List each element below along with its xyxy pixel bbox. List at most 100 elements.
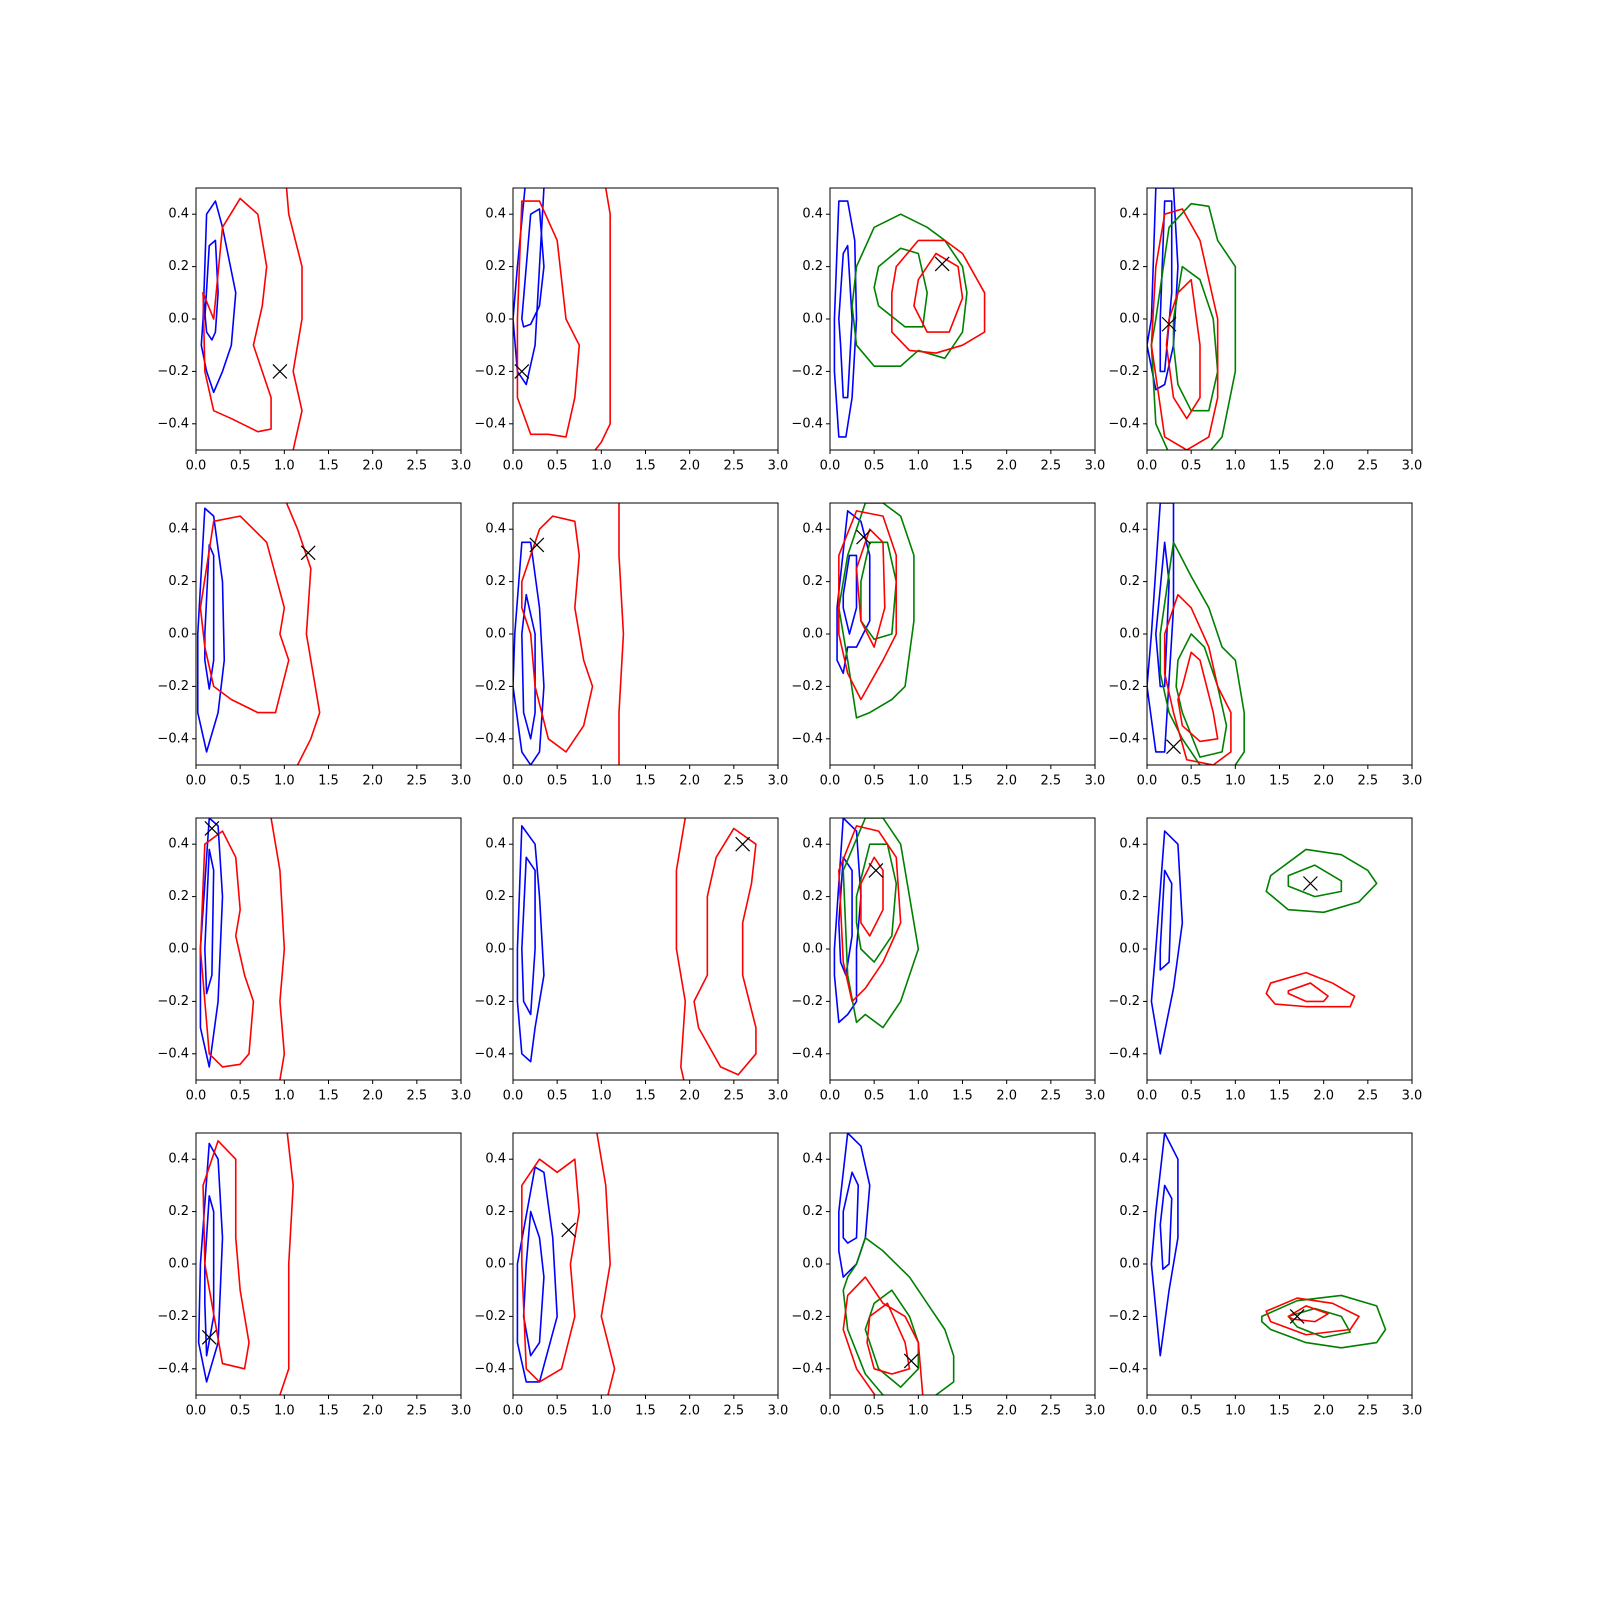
contour-line [1159,200,1173,373]
marker-x [300,545,316,561]
x-tick-label: 3.0 [451,1089,472,1104]
plot-area [833,200,986,438]
axes-frame [512,187,779,451]
contour-line [285,503,321,765]
x-tick-label: 3.0 [1402,1089,1423,1104]
panel: 0.0 0.5 1.0 1.5 2.0 2.5 3.0 −0.4 −0.2 0.0 0.2 0.4 [1108,1132,1422,1419]
axes-frame [829,817,1096,1081]
contour-line [838,244,853,399]
y-tick-label: 0.0 [1119,627,1140,642]
x-tick-label: 0.0 [820,459,841,474]
x-tick-label: 1.0 [908,774,929,789]
panel: 0.0 0.5 1.0 1.5 2.0 2.5 3.0 −0.4 −0.2 0.0 0.2 0.4 [791,1132,1106,1419]
contour-line [833,818,862,1024]
x-tick-label: 0.0 [186,1089,207,1104]
panel: 0.0 0.5 1.0 1.5 2.0 2.5 3.0 −0.4 −0.2 0.0 0.2 0.4 [1108,502,1422,789]
x-tick-label: 1.5 [635,459,656,474]
marker-x [529,537,545,553]
y-tick-label: 0.0 [1119,942,1140,957]
contour-line [594,188,611,450]
x-tick-label: 0.0 [1137,1089,1158,1104]
x-tick-label: 0.0 [503,459,524,474]
contour-line [855,843,898,963]
contour-line [1175,633,1228,758]
x-tick-label: 0.0 [1137,1404,1158,1419]
marker-x [561,1222,577,1238]
contour-line [1177,651,1219,743]
contour-line [513,188,545,386]
contour-line [1147,503,1175,753]
y-tick-label: 0.4 [1119,207,1140,222]
panel: 0.0 0.5 1.0 1.5 2.0 2.5 3.0 −0.4 −0.2 0.0 0.2 0.4 [474,817,789,1104]
x-tick-label: 0.0 [186,459,207,474]
y-tick-label: 0.4 [802,837,823,852]
x-tick-label: 1.0 [591,1404,612,1419]
contour-line [842,554,858,635]
x-tick-label: 2.5 [406,774,427,789]
contour-line [838,825,902,1003]
x-tick-label: 1.5 [952,1404,973,1419]
x-tick-label: 0.5 [230,1089,251,1104]
y-tick-label: −0.4 [157,731,189,746]
contour-line [204,848,215,995]
contour-line [675,818,687,1080]
x-tick-label: 2.5 [723,1404,744,1419]
x-tick-label: 3.0 [1085,1404,1106,1419]
x-tick-label: 3.0 [768,1404,789,1419]
panel: 0.0 0.5 1.0 1.5 2.0 2.5 3.0 −0.4 −0.2 0.0 0.2 0.4 [157,502,472,789]
plot-area [1150,830,1378,1055]
x-tick-label: 3.0 [768,1089,789,1104]
x-tick-label: 1.5 [1269,1089,1290,1104]
y-tick-label: 0.0 [168,627,189,642]
marker-x [514,363,530,379]
plot-area [833,818,920,1029]
x-tick-label: 1.5 [952,774,973,789]
x-tick-label: 1.0 [908,1089,929,1104]
x-tick-label: 1.0 [591,1089,612,1104]
x-tick-label: 2.5 [406,459,427,474]
x-tick-label: 3.0 [768,774,789,789]
plot-area [516,818,757,1080]
y-tick-label: 0.0 [485,627,506,642]
y-tick-label: 0.2 [168,889,189,904]
x-tick-label: 0.5 [864,1089,885,1104]
x-tick-label: 3.0 [451,774,472,789]
y-tick-label: 0.4 [485,522,506,537]
x-tick-label: 3.0 [451,1404,472,1419]
contour-line [521,515,594,753]
contour-line [873,247,928,328]
marker-x [272,363,288,379]
contour-line [866,1302,911,1375]
contour-line [596,1133,616,1395]
y-tick-label: −0.4 [474,416,506,431]
x-tick-label: 0.5 [547,774,568,789]
y-tick-label: −0.2 [791,679,823,694]
y-tick-label: 0.0 [802,312,823,327]
contour-line [270,818,286,1080]
contour-line [838,503,915,719]
contour-line [199,830,255,1068]
contour-line [860,541,898,641]
y-tick-label: −0.4 [1108,416,1140,431]
y-tick-label: 0.4 [168,1152,189,1167]
x-tick-label: 2.5 [1040,774,1061,789]
x-tick-label: 3.0 [1085,774,1106,789]
y-tick-label: −0.4 [157,416,189,431]
x-tick-label: 2.5 [1040,1404,1061,1419]
x-tick-label: 2.5 [406,1404,427,1419]
y-tick-label: 0.0 [168,942,189,957]
axes-frame [512,1132,779,1396]
x-tick-label: 1.5 [318,459,339,474]
y-tick-label: 0.2 [1119,259,1140,274]
y-tick-label: 0.0 [485,1257,506,1272]
x-tick-label: 2.5 [1040,459,1061,474]
x-tick-label: 2.0 [362,1404,383,1419]
x-tick-label: 0.5 [230,459,251,474]
y-tick-label: 0.0 [168,312,189,327]
marker-x [1289,1308,1305,1324]
contour-line [1150,830,1184,1055]
x-tick-label: 1.5 [952,459,973,474]
x-tick-label: 2.5 [1357,459,1378,474]
plot-area [838,1133,955,1395]
y-tick-label: −0.2 [157,1309,189,1324]
